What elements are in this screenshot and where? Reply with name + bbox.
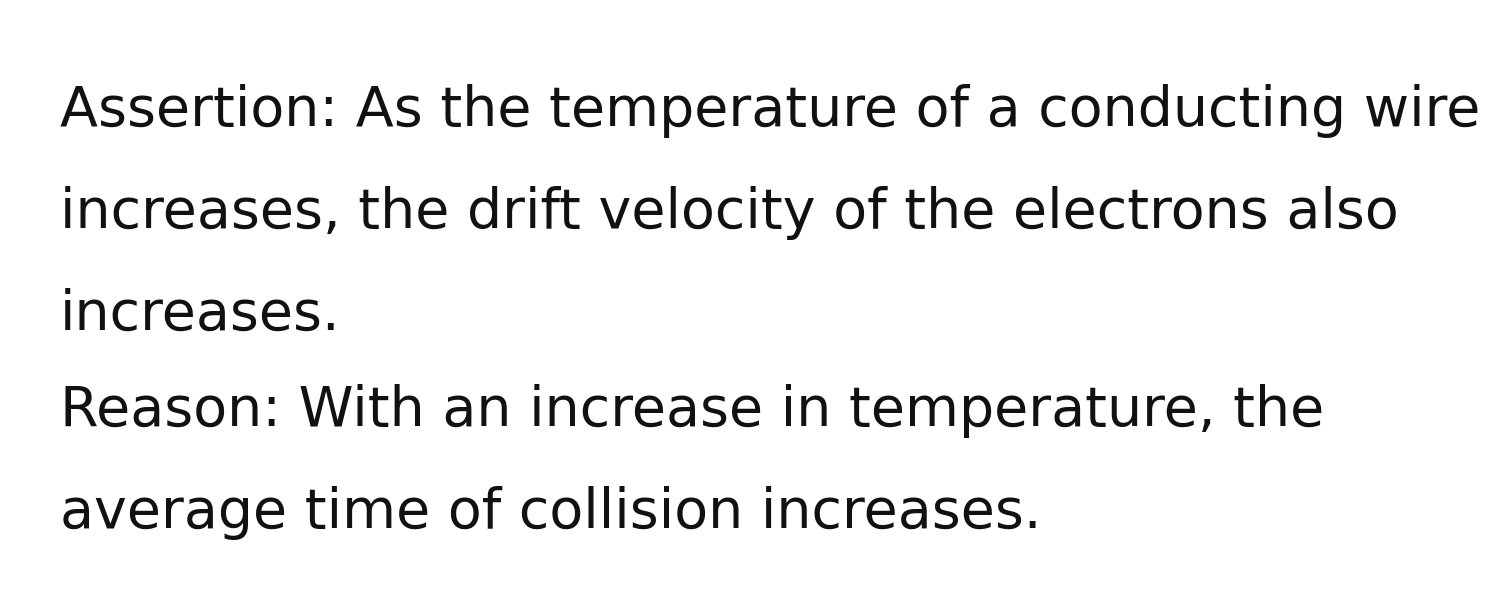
Text: increases.: increases.: [60, 288, 340, 342]
Text: increases, the drift velocity of the electrons also: increases, the drift velocity of the ele…: [60, 186, 1398, 240]
Text: average time of collision increases.: average time of collision increases.: [60, 486, 1041, 540]
Text: Assertion: As the temperature of a conducting wire: Assertion: As the temperature of a condu…: [60, 84, 1480, 138]
Text: Reason: With an increase in temperature, the: Reason: With an increase in temperature,…: [60, 384, 1324, 438]
